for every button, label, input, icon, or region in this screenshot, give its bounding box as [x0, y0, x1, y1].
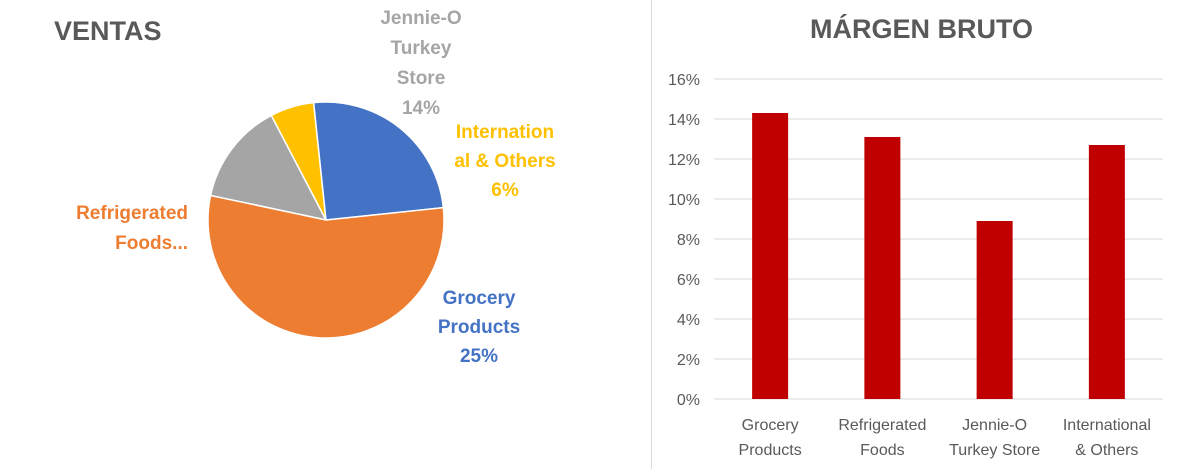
- panel-divider: [651, 0, 652, 469]
- y-tick-label: 10%: [668, 192, 700, 209]
- bar: [1088, 145, 1125, 399]
- margin-chart-title: MÁRGEN BRUTO: [809, 14, 1033, 44]
- y-tick-label: 0%: [677, 392, 700, 409]
- pie-slice: [207, 194, 445, 339]
- pie-slice: [209, 114, 328, 222]
- pie-slice-label: Refrigerated Foods...: [76, 203, 188, 254]
- pie-slice: [312, 101, 445, 221]
- y-tick-label: 6%: [677, 272, 700, 289]
- y-tick-label: 16%: [668, 72, 700, 89]
- x-tick-label: International & Others: [1063, 417, 1151, 459]
- y-tick-label: 14%: [668, 112, 700, 129]
- y-tick-label: 4%: [677, 312, 700, 329]
- bar: [864, 137, 901, 399]
- bar: [976, 221, 1013, 399]
- x-tick-label: Grocery Products: [739, 417, 802, 459]
- y-tick-label: 12%: [668, 152, 700, 169]
- x-tick-label: Jennie-O Turkey Store: [949, 417, 1040, 459]
- bar: [752, 113, 789, 399]
- x-tick-label: Refrigerated Foods: [838, 417, 926, 459]
- pie-slice-label: Grocery Products 25%: [438, 288, 520, 367]
- pie-slice-label: Jennie-O Turkey Store 14%: [380, 8, 461, 119]
- y-tick-label: 2%: [677, 352, 700, 369]
- sales-chart-title: VENTAS: [54, 16, 162, 46]
- y-tick-label: 8%: [677, 232, 700, 249]
- sales-pie-chart: Jennie-O Turkey Store 14%Internation al & Ot…: [76, 8, 556, 367]
- pie-slice-label: Internation al & Others 6%: [454, 122, 555, 201]
